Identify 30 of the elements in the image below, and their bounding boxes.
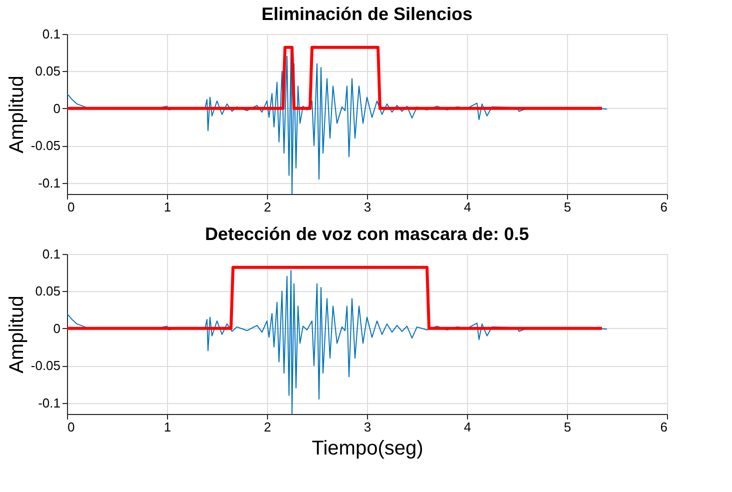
y-axis-title: Amplitud (6, 296, 28, 374)
x-tick-label: 2 (264, 200, 272, 214)
x-tick-label: 1 (164, 200, 172, 214)
line-series (67, 270, 608, 414)
x-tick-label: 5 (564, 200, 572, 214)
y-tick-label: 0.05 (35, 64, 60, 79)
y-tick-label: 0.1 (42, 26, 60, 42)
x-tick-label: 1 (164, 420, 172, 434)
x-tick-label: 3 (364, 420, 372, 434)
chart-title: Detección de voz con mascara de: 0.5 (204, 224, 530, 244)
x-tick-label: 6 (660, 420, 668, 434)
y-tick-label: 0 (53, 320, 60, 336)
x-tick-label: 3 (364, 200, 372, 214)
x-axis-title: Tiempo(seg) (312, 438, 424, 460)
y-tick-label: 0.1 (42, 246, 60, 262)
x-tick-label: 5 (564, 420, 572, 434)
y-tick-label: -0.05 (30, 358, 60, 374)
x-tick-label: 0 (68, 200, 75, 214)
y-tick-label: 0 (53, 100, 60, 116)
x-tick-label: 6 (660, 200, 668, 214)
x-tick-label: 4 (464, 200, 472, 214)
y-tick-label: -0.05 (30, 138, 60, 154)
x-tick-label: 4 (464, 420, 472, 434)
y-tick-label: 0.05 (35, 284, 60, 299)
x-tick-label: 0 (68, 420, 75, 434)
y-tick-label: -0.1 (38, 175, 60, 190)
y-axis-title: Amplitud (6, 76, 28, 154)
y-tick-label: -0.1 (38, 395, 60, 410)
chart-title: Eliminación de Silencios (261, 4, 473, 24)
x-tick-label: 2 (264, 420, 272, 434)
